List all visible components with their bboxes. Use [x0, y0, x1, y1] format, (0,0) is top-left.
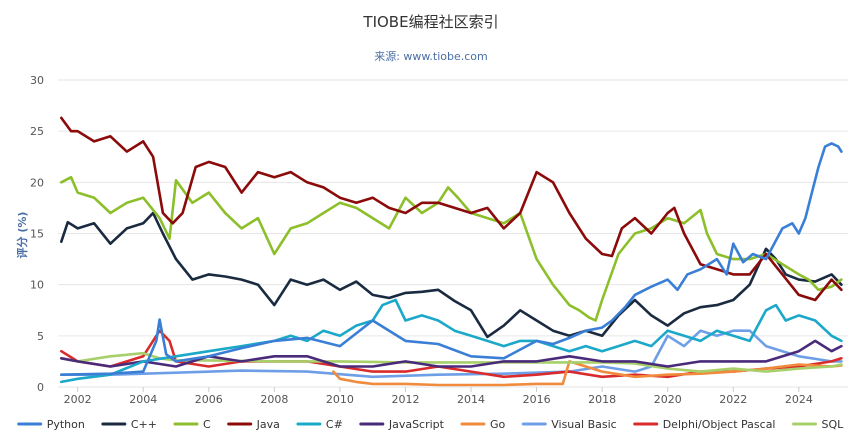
legend: Python C++ C Java C# JavaScript Go Visual Basic…	[17, 418, 845, 431]
chart-title: TIOBE编程社区索引	[362, 13, 498, 31]
x-tick-label: 2008	[260, 393, 288, 406]
legend-label: Go	[490, 418, 506, 431]
x-tick-label: 2024	[785, 393, 813, 406]
x-tick-label: 2006	[195, 393, 223, 406]
legend-label: C++	[131, 418, 157, 431]
y-tick-label: 25	[30, 125, 44, 138]
chart-subtitle: 来源: www.tiobe.com	[374, 49, 488, 63]
series-line-python[interactable]	[60, 142, 843, 376]
legend-item-javascript[interactable]: JavaScript	[359, 418, 445, 431]
legend-label: JavaScript	[388, 418, 445, 431]
series-line-java[interactable]	[60, 116, 843, 302]
x-tick-label: 2012	[391, 393, 419, 406]
series-line-c[interactable]	[60, 175, 843, 322]
grid-lines	[58, 79, 848, 388]
legend-item-visual-basic[interactable]: Visual Basic	[521, 418, 617, 431]
x-tick-label: 2022	[719, 393, 747, 406]
legend-label: Python	[47, 418, 85, 431]
x-tick-label: 2002	[64, 393, 92, 406]
x-tick-label: 2018	[588, 393, 616, 406]
series-line-c-[interactable]	[60, 211, 843, 339]
legend-label: Visual Basic	[551, 418, 616, 431]
y-tick-label: 20	[30, 176, 44, 189]
legend-label: Java	[256, 418, 280, 431]
legend-item-c-[interactable]: C#	[296, 418, 343, 431]
x-tick-label: 2016	[523, 393, 551, 406]
series-line-sql[interactable]	[60, 351, 843, 373]
y-axis-ticks: 0 5 10 15 20 25 30	[30, 74, 44, 394]
series-line-javascript[interactable]	[60, 339, 843, 368]
x-tick-label: 2014	[457, 393, 485, 406]
x-axis-ticks: 2002 2004 2006 2008 2010 2012 2014 2016 2018 2020…	[64, 387, 813, 406]
legend-item-c[interactable]: C	[173, 418, 211, 431]
legend-label: C	[203, 418, 211, 431]
x-tick-label: 2010	[326, 393, 354, 406]
y-tick-label: 0	[37, 381, 44, 394]
series-lines	[60, 116, 843, 387]
y-tick-label: 5	[37, 330, 44, 343]
legend-item-sql[interactable]: SQL	[792, 418, 845, 431]
legend-item-python[interactable]: Python	[17, 418, 85, 431]
legend-item-go[interactable]: Go	[460, 418, 506, 431]
x-tick-label: 2004	[129, 393, 157, 406]
legend-label: SQL	[822, 418, 845, 431]
legend-label: Delphi/Object Pascal	[663, 418, 776, 431]
y-tick-label: 15	[30, 228, 44, 241]
legend-label: C#	[326, 418, 343, 431]
legend-item-java[interactable]: Java	[227, 418, 280, 431]
y-axis-label: 评分 (%)	[15, 212, 29, 259]
legend-item-delphi-object-pascal[interactable]: Delphi/Object Pascal	[633, 418, 776, 431]
legend-item-c-[interactable]: C++	[101, 418, 157, 431]
y-tick-label: 10	[30, 279, 44, 292]
x-tick-label: 2020	[654, 393, 682, 406]
y-tick-label: 30	[30, 74, 44, 87]
